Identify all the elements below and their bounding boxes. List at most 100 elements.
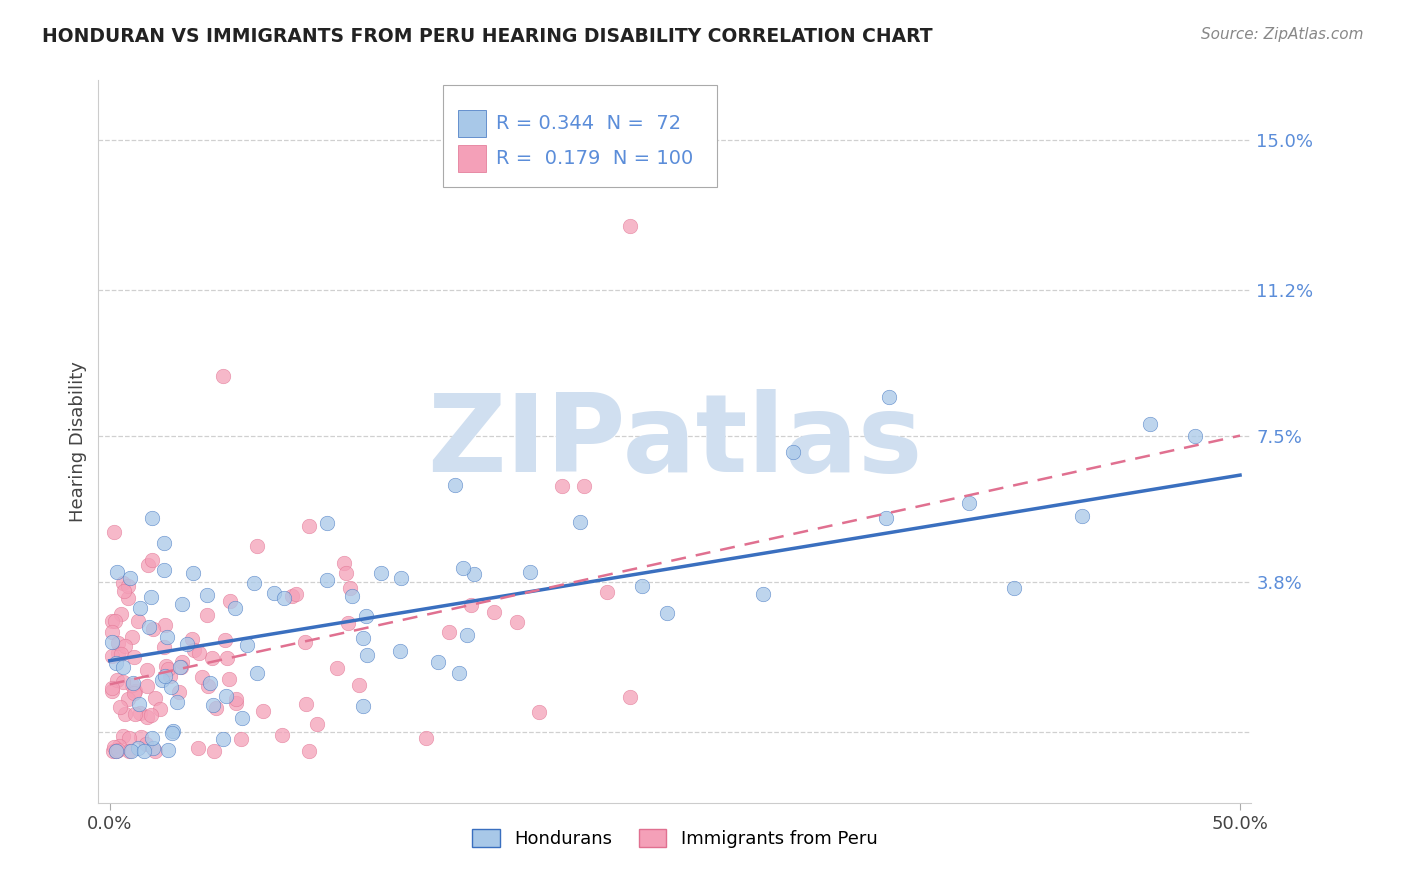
Point (105, 656, 128, 670)
Point (190, 670, 212, 684)
Point (298, 744, 321, 758)
Point (284, 586, 307, 600)
Point (1184, 428, 1206, 442)
Point (630, 579, 652, 593)
Point (354, 609, 377, 624)
Point (136, 710, 159, 724)
Point (389, 571, 412, 585)
Point (118, 731, 141, 746)
Point (153, 563, 176, 577)
Point (235, 638, 257, 652)
Point (195, 608, 218, 623)
Point (181, 566, 204, 580)
Point (124, 684, 146, 698)
Point (155, 669, 177, 683)
Point (551, 479, 574, 493)
Point (105, 744, 128, 758)
Point (529, 705, 551, 719)
Point (118, 744, 141, 758)
Point (135, 679, 157, 693)
Point (183, 643, 205, 657)
Point (389, 644, 412, 658)
Point (129, 730, 152, 744)
Point (170, 597, 193, 611)
Point (246, 539, 269, 553)
Point (149, 702, 172, 716)
Point (139, 591, 162, 605)
Point (142, 740, 165, 755)
Point (138, 620, 160, 634)
Point (294, 697, 316, 711)
Point (201, 698, 224, 712)
Point (443, 478, 465, 492)
Point (214, 632, 236, 647)
Point (166, 695, 188, 709)
Point (132, 744, 155, 758)
Point (246, 665, 269, 680)
Point (339, 581, 361, 595)
Point (101, 744, 124, 758)
Point (187, 646, 209, 660)
Point (162, 723, 184, 738)
Point (101, 681, 124, 695)
Point (128, 697, 150, 711)
Point (619, 219, 641, 234)
Point (104, 614, 127, 628)
Point (356, 648, 378, 662)
Point (335, 566, 357, 580)
Point (574, 479, 596, 493)
Point (105, 566, 128, 580)
Point (159, 680, 181, 694)
Point (212, 732, 235, 747)
Point (110, 607, 132, 622)
Point (225, 696, 247, 710)
Point (263, 586, 285, 600)
Point (114, 707, 136, 722)
Point (107, 636, 129, 650)
Point (107, 646, 129, 660)
Point (156, 662, 179, 676)
Point (107, 742, 129, 756)
Point (157, 742, 180, 756)
Point (1002, 581, 1025, 595)
Point (437, 624, 460, 639)
Point (197, 679, 219, 693)
Point (187, 740, 209, 755)
Point (135, 663, 157, 677)
Point (117, 692, 139, 706)
Point (1070, 509, 1092, 524)
Point (229, 732, 252, 747)
Point (352, 698, 374, 713)
Point (505, 615, 527, 630)
Point (273, 591, 295, 605)
Point (326, 661, 349, 675)
Point (101, 649, 124, 664)
Point (281, 589, 304, 603)
Text: R = 0.344  N =  72: R = 0.344 N = 72 (496, 114, 682, 133)
Point (169, 660, 191, 674)
Point (153, 640, 176, 655)
Point (294, 635, 316, 649)
Text: HONDURAN VS IMMIGRANTS FROM PERU HEARING DISABILITY CORRELATION CHART: HONDURAN VS IMMIGRANTS FROM PERU HEARING… (42, 27, 932, 45)
Point (456, 628, 478, 642)
Point (752, 587, 775, 601)
Point (225, 692, 247, 706)
Point (519, 565, 541, 579)
Point (1139, 417, 1161, 432)
Point (619, 690, 641, 705)
Point (108, 739, 131, 754)
Point (218, 672, 240, 686)
Point (135, 738, 157, 752)
Point (167, 685, 190, 699)
Point (224, 600, 246, 615)
Point (110, 647, 132, 661)
Point (103, 740, 125, 755)
Point (176, 637, 198, 651)
Point (170, 660, 193, 674)
Point (271, 728, 294, 742)
Point (120, 571, 142, 585)
Point (142, 623, 165, 637)
Point (215, 689, 238, 703)
Point (415, 731, 437, 746)
Point (202, 744, 225, 758)
